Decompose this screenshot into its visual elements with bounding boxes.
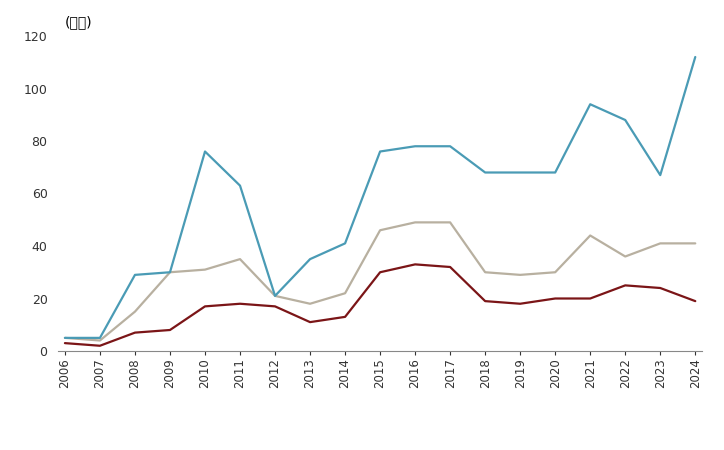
25%	[61, 341, 70, 346]
75%	[446, 144, 455, 149]
25%	[341, 314, 350, 319]
25%	[515, 301, 524, 306]
50%	[376, 228, 384, 233]
75%	[236, 183, 245, 188]
25%	[656, 285, 665, 291]
25%	[376, 270, 384, 275]
50%	[515, 272, 524, 278]
25%	[621, 283, 630, 288]
75%	[481, 170, 489, 175]
50%	[271, 293, 279, 299]
25%	[306, 320, 314, 325]
75%	[166, 270, 174, 275]
75%	[586, 102, 594, 107]
Line: 50%: 50%	[65, 222, 695, 341]
50%	[656, 241, 665, 246]
25%	[481, 298, 489, 304]
25%	[96, 343, 104, 348]
25%	[130, 330, 139, 335]
75%	[515, 170, 524, 175]
50%	[411, 220, 419, 225]
75%	[306, 256, 314, 262]
25%	[236, 301, 245, 306]
50%	[341, 291, 350, 296]
Legend: 25%, 50%, 75%: 25%, 50%, 75%	[266, 446, 494, 450]
75%	[551, 170, 560, 175]
50%	[551, 270, 560, 275]
75%	[201, 149, 209, 154]
75%	[341, 241, 350, 246]
75%	[691, 54, 699, 60]
Text: (亿元): (亿元)	[64, 16, 92, 30]
25%	[691, 298, 699, 304]
50%	[306, 301, 314, 306]
75%	[96, 335, 104, 341]
Line: 25%: 25%	[65, 265, 695, 346]
Line: 75%: 75%	[65, 57, 695, 338]
25%	[271, 304, 279, 309]
75%	[656, 172, 665, 178]
75%	[376, 149, 384, 154]
25%	[411, 262, 419, 267]
50%	[446, 220, 455, 225]
50%	[61, 335, 70, 341]
50%	[621, 254, 630, 259]
25%	[446, 264, 455, 270]
25%	[586, 296, 594, 301]
75%	[411, 144, 419, 149]
50%	[481, 270, 489, 275]
50%	[130, 309, 139, 314]
50%	[201, 267, 209, 272]
75%	[61, 335, 70, 341]
75%	[130, 272, 139, 278]
25%	[551, 296, 560, 301]
50%	[166, 270, 174, 275]
50%	[586, 233, 594, 238]
25%	[201, 304, 209, 309]
50%	[236, 256, 245, 262]
75%	[271, 293, 279, 299]
50%	[96, 338, 104, 343]
75%	[621, 117, 630, 123]
50%	[691, 241, 699, 246]
25%	[166, 327, 174, 333]
